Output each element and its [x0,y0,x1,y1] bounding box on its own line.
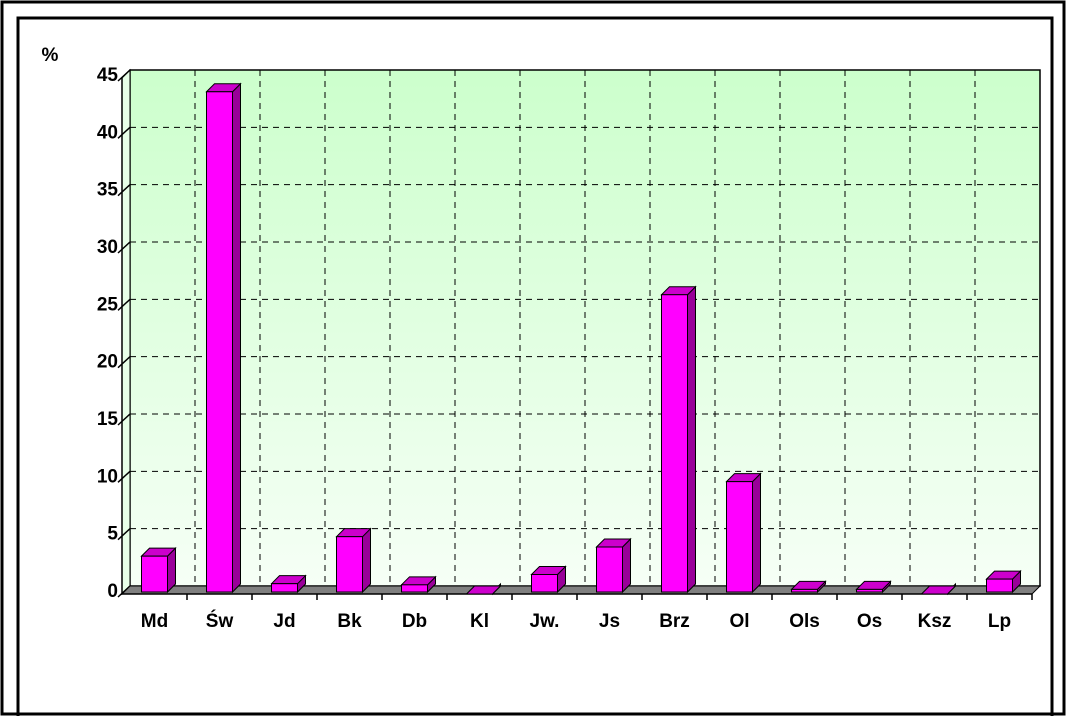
bar-front [141,555,168,593]
bar-front [856,588,883,593]
x-tick-label: Js [599,611,620,632]
x-tick-label: Św [206,610,234,632]
x-tick-label: Jd [273,611,295,632]
bar-front [726,481,753,593]
y-tick [117,298,131,311]
y-tick-label: 30 [97,237,118,258]
inner-frame [16,16,1054,716]
side-wall [121,68,131,596]
y-tick-label: 45 [97,65,119,86]
x-tick-label: Ol [729,611,749,632]
y-axis-label: % [42,45,59,66]
bar-side [622,537,631,594]
y-tick [117,470,131,483]
x-tick-label: Ols [789,611,820,632]
bar [140,546,177,594]
bar [400,575,437,594]
bar [985,569,1022,594]
bar-front [206,91,233,593]
bar-front [986,578,1013,593]
y-tick-label: 20 [97,352,118,373]
bar-side [687,285,696,594]
y-tick-label: 25 [97,294,119,315]
bar [335,527,372,594]
x-tick-label: Brz [659,611,690,632]
bar-top [920,585,957,595]
bar-front [596,546,623,593]
bar [530,565,567,594]
bar [855,580,892,594]
x-tick-label: Os [857,611,882,632]
bar-front [336,536,363,593]
bar-front [271,583,298,593]
y-tick [117,413,131,426]
x-tick-label: Jw. [530,611,560,632]
y-tick-label: 10 [97,466,118,487]
floor [120,585,1042,595]
bar [465,582,502,596]
y-tick [117,528,131,541]
bar [920,582,957,596]
x-tick-label: Ksz [918,611,952,632]
bar [205,82,242,594]
y-tick-label: 40 [97,122,118,143]
y-tick-label: 15 [97,409,119,430]
bar [595,537,632,594]
bar-top [465,585,502,595]
x-tick-label: Lp [988,611,1011,632]
y-tick-label: 35 [97,180,119,201]
x-tick-label: Bk [337,611,362,632]
bar-side [232,82,241,594]
bar [725,472,762,594]
bar-front [531,574,558,593]
bar-front [401,584,428,593]
y-tick [117,69,131,82]
y-tick-label: 5 [107,524,118,545]
x-tick-label: Db [402,611,427,632]
bar [660,285,697,594]
y-tick-label: 0 [107,581,118,602]
bar [270,574,307,594]
x-tick-label: Md [141,611,168,632]
y-tick [117,356,131,369]
y-tick [117,126,131,139]
y-tick [117,184,131,197]
y-tick [117,241,131,254]
bar-front [791,588,818,593]
bar-side [752,472,761,594]
x-tick-label: Kl [470,611,489,632]
bar [790,580,827,594]
bar-front [661,294,688,593]
bar-side [362,527,371,594]
